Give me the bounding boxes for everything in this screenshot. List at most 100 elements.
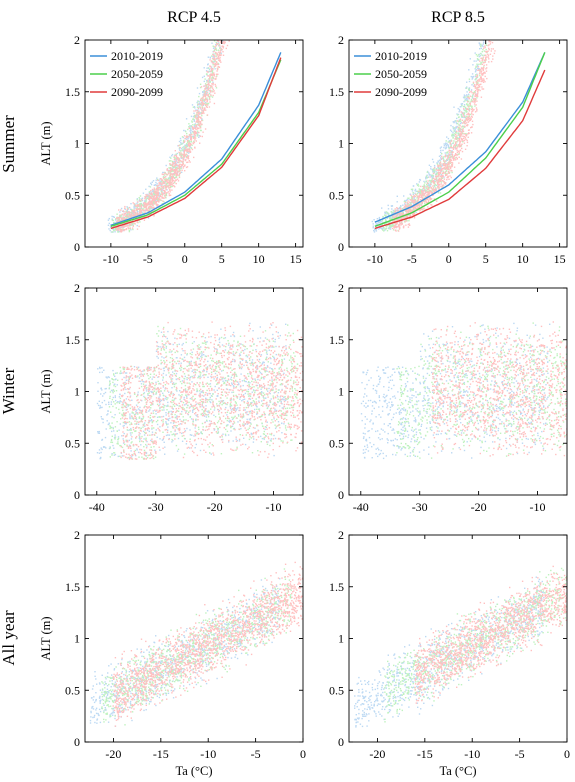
scatter-cloud	[96, 321, 303, 461]
y-tick-label: 1	[338, 632, 344, 646]
y-axis-label: ALT (m)	[39, 121, 53, 165]
fit-line-3	[374, 69, 546, 230]
column-title-rcp45: RCP 4.5	[167, 9, 221, 26]
legend: 2010-2019 2050-2059 2090-2099	[354, 49, 427, 99]
y-tick-label: 0	[338, 240, 344, 254]
y-tick-label: 2	[74, 33, 80, 47]
x-tick-label: -10	[103, 252, 119, 266]
scatter-points-3	[120, 321, 303, 461]
scatter-points-2	[108, 324, 299, 460]
x-tick-label: -5	[143, 252, 153, 266]
row-title-winter: Winter	[0, 367, 18, 414]
fit-line-2	[374, 52, 546, 227]
fit-line-3	[110, 57, 282, 230]
panel-1: -10 -5 0 5 10 15 0 0.5 1 1.5 2 ALT (m) 2010-2019 2050…	[39, 33, 304, 266]
scatter-cloud	[89, 561, 303, 727]
y-tick-label: 1.5	[65, 580, 80, 594]
x-tick-label: 0	[182, 252, 188, 266]
x-tick-label: -10	[266, 500, 282, 514]
legend: 2010-2019 2050-2059 2090-2099	[90, 49, 163, 99]
x-tick-label: -40	[353, 500, 369, 514]
y-tick-label: 0	[74, 488, 80, 502]
x-tick-label: -30	[148, 500, 164, 514]
x-tick-label: -5	[515, 747, 525, 761]
y-tick-label: 0.5	[65, 188, 80, 202]
legend-label: 2050-2059	[111, 67, 163, 81]
y-tick-label: 2	[74, 528, 80, 542]
y-tick-label: 1.5	[329, 580, 344, 594]
y-tick-label: 0	[74, 240, 80, 254]
legend-label: 2050-2059	[375, 67, 427, 81]
y-tick-label: 0.5	[329, 683, 344, 697]
x-tick-label: 10	[253, 252, 265, 266]
scatter-points-2	[396, 322, 567, 459]
scatter-points-3	[112, 561, 303, 727]
x-tick-label: -5	[251, 747, 261, 761]
x-tick-label: -10	[367, 252, 383, 266]
y-tick-label: 0.5	[329, 188, 344, 202]
x-tick-label: -10	[530, 500, 546, 514]
x-axis-label: Ta (°C)	[175, 764, 212, 778]
y-tick-label: 2	[338, 33, 344, 47]
y-tick-label: 0	[338, 735, 344, 749]
scatter-points-3	[414, 565, 567, 704]
x-tick-label: -20	[369, 747, 385, 761]
fit-line-1	[374, 52, 546, 223]
y-tick-label: 1	[74, 632, 80, 646]
x-tick-label: -5	[407, 252, 417, 266]
y-tick-label: 1	[74, 385, 80, 399]
x-tick-label: 0	[446, 252, 452, 266]
y-tick-label: 0.5	[65, 436, 80, 450]
x-tick-label: -20	[207, 500, 223, 514]
fit-line-1	[110, 52, 282, 226]
y-tick-label: 0.5	[329, 436, 344, 450]
x-tick-label: -20	[471, 500, 487, 514]
y-tick-label: 1	[74, 137, 80, 151]
y-tick-label: 0	[338, 488, 344, 502]
x-tick-label: 15	[290, 252, 302, 266]
x-tick-label: -40	[89, 500, 105, 514]
y-axis-label: ALT (m)	[39, 616, 53, 660]
x-tick-label: -10	[200, 747, 216, 761]
y-tick-label: 2	[338, 281, 344, 295]
panel-2: -10 -5 0 5 10 1500.511.522010-20192050-205920…	[329, 33, 568, 266]
x-tick-label: 5	[219, 252, 225, 266]
x-tick-label: 5	[483, 252, 489, 266]
panel-6: -20 -15 -10 -5 0 0 0.5 1 1.5 2 Ta (°C)	[329, 528, 570, 778]
panel-5: -20 -15 -10 -5 0 0 0.5 1 1.5 2 ALT (m) Ta (°C)	[39, 528, 306, 778]
x-tick-label: -15	[417, 747, 433, 761]
panel-4: -40 -30 -20 -10 0 0.5 1 1.5 2	[329, 281, 568, 514]
legend-label: 2090-2099	[111, 85, 163, 99]
legend-label: 2090-2099	[375, 85, 427, 99]
y-tick-label: 1.5	[65, 333, 80, 347]
x-tick-label: 0	[300, 747, 306, 761]
scatter-points-3	[431, 321, 567, 457]
y-tick-label: 1	[338, 385, 344, 399]
y-axis-label: ALT (m)	[39, 369, 53, 413]
x-tick-label: 0	[564, 747, 570, 761]
scatter-cloud	[354, 565, 567, 728]
y-tick-label: 2	[74, 281, 80, 295]
row-title-summer: Summer	[0, 115, 18, 173]
x-tick-label: -10	[464, 747, 480, 761]
y-tick-label: 1	[338, 137, 344, 151]
x-tick-label: 10	[517, 252, 529, 266]
fit-line-2	[110, 59, 282, 227]
y-tick-label: 1.5	[329, 333, 344, 347]
legend-label: 2010-2019	[375, 49, 427, 63]
x-axis-label: Ta (°C)	[439, 764, 476, 778]
x-tick-label: -30	[412, 500, 428, 514]
y-tick-label: 1.5	[329, 85, 344, 99]
y-tick-label: 2	[338, 528, 344, 542]
scatter-cloud	[360, 321, 567, 460]
legend-label: 2010-2019	[111, 49, 163, 63]
y-tick-label: 1.5	[65, 85, 80, 99]
y-tick-label: 0	[74, 735, 80, 749]
x-tick-label: -15	[153, 747, 169, 761]
x-tick-label: 15	[554, 252, 566, 266]
row-title-all-year: All year	[0, 610, 18, 666]
x-tick-label: -20	[105, 747, 121, 761]
panel-3: -40 -30 -20 -10 0 0.5 1 1.5 2 ALT (m)	[39, 281, 304, 514]
y-tick-label: 0.5	[65, 683, 80, 697]
